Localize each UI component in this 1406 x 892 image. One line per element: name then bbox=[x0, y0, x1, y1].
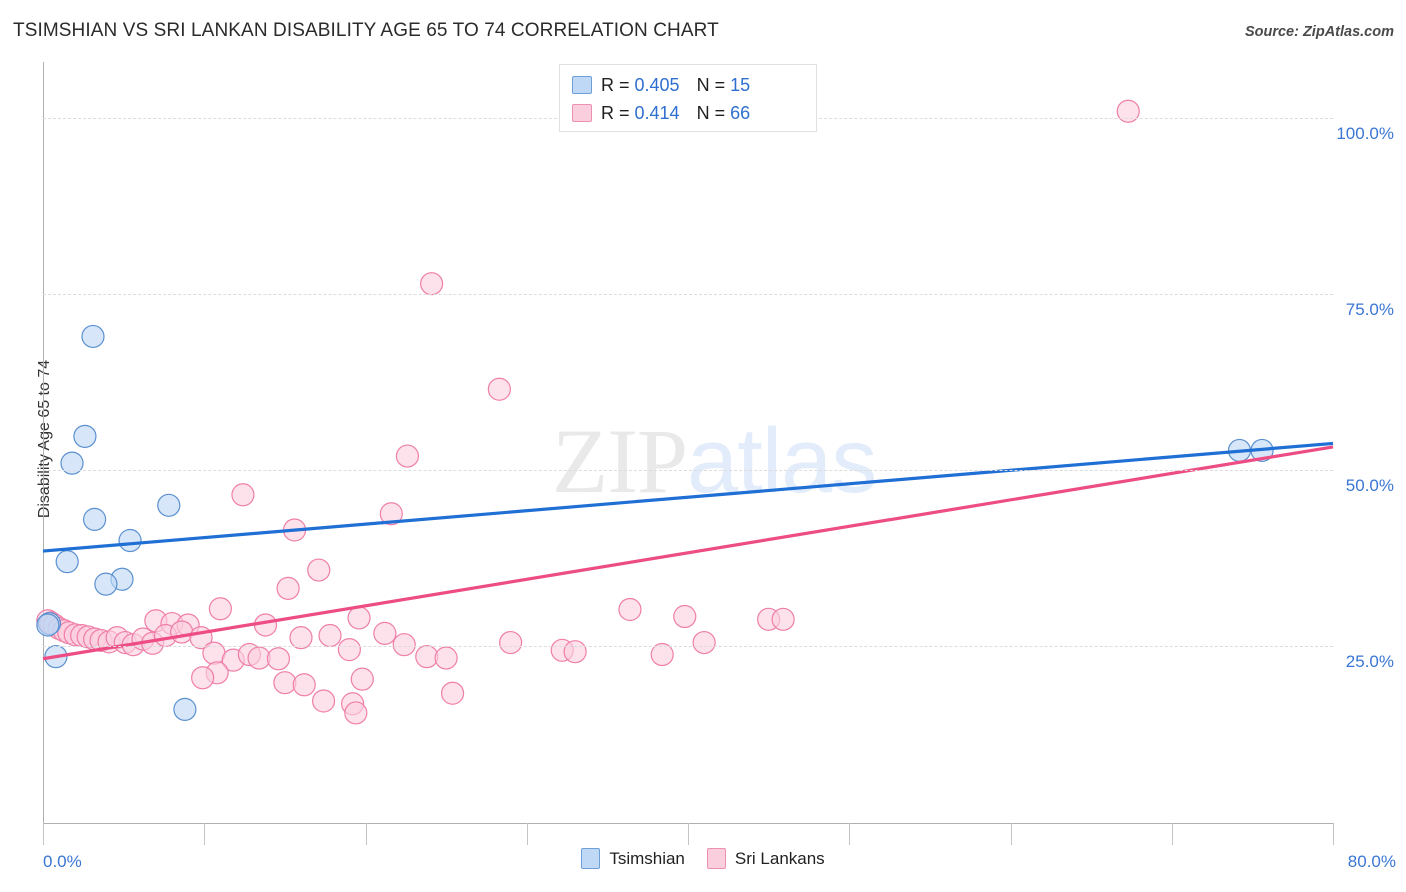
data-point[interactable] bbox=[247, 646, 271, 670]
stat-row-tsimshian: R = 0.405 N = 15 bbox=[572, 71, 806, 99]
data-point[interactable] bbox=[650, 642, 674, 667]
legend-swatch-sri-lankans bbox=[572, 104, 592, 122]
n-label-sri-lankans: N = bbox=[696, 102, 726, 123]
data-point[interactable] bbox=[350, 667, 374, 691]
r-label-sri-lankans: R = bbox=[601, 102, 630, 123]
data-point[interactable] bbox=[499, 630, 523, 655]
n-value-tsimshian: 15 bbox=[730, 74, 751, 95]
data-point[interactable] bbox=[273, 671, 297, 695]
data-point[interactable] bbox=[337, 637, 361, 662]
data-point[interactable] bbox=[157, 493, 181, 517]
x-tick-4 bbox=[688, 823, 689, 845]
data-point[interactable] bbox=[771, 607, 795, 631]
data-point[interactable] bbox=[73, 424, 97, 448]
x-axis-min-label: 0.0% bbox=[43, 852, 82, 871]
legend-label-sri-lankans: Sri Lankans bbox=[734, 848, 825, 868]
data-point[interactable] bbox=[266, 647, 291, 671]
n-label-tsimshian: N = bbox=[696, 74, 726, 95]
data-point[interactable] bbox=[1116, 99, 1140, 123]
data-point[interactable] bbox=[344, 701, 368, 725]
gridline-75 bbox=[43, 294, 1333, 296]
scatter-canvas bbox=[36, 99, 1334, 725]
data-point[interactable] bbox=[692, 630, 716, 655]
data-point[interactable] bbox=[173, 697, 197, 722]
y-axis-line bbox=[43, 62, 44, 824]
data-point[interactable] bbox=[487, 377, 511, 401]
data-point[interactable] bbox=[373, 621, 397, 646]
x-tick-5 bbox=[849, 823, 851, 845]
data-point[interactable] bbox=[379, 502, 403, 526]
data-point[interactable] bbox=[55, 550, 79, 574]
data-point[interactable] bbox=[170, 620, 194, 644]
x-axis-max-label: 80.0% bbox=[1347, 852, 1396, 871]
data-point[interactable] bbox=[208, 597, 232, 621]
data-point[interactable] bbox=[292, 673, 316, 697]
gridline-25 bbox=[43, 646, 1333, 648]
data-point[interactable] bbox=[318, 623, 342, 648]
x-tick-0 bbox=[43, 823, 44, 845]
data-point[interactable] bbox=[415, 645, 439, 669]
legend-label-tsimshian: Tsimshian bbox=[609, 848, 685, 868]
legend-swatch-tsimshian bbox=[572, 76, 592, 94]
x-tick-3 bbox=[526, 823, 528, 845]
y-tick-label-50: 50.0% bbox=[1345, 476, 1394, 496]
data-point[interactable] bbox=[191, 666, 215, 690]
r-value-sri-lankans: 0.414 bbox=[634, 102, 680, 123]
correlation-stats-legend: R = 0.405 N = 15 R = 0.414 N = 66 bbox=[559, 64, 817, 132]
series-legend: Tsimshian Sri Lankans bbox=[0, 848, 1406, 869]
source-attribution: Source: ZipAtlas.com bbox=[1244, 24, 1394, 40]
r-label-tsimshian: R = bbox=[601, 74, 630, 95]
data-point[interactable] bbox=[94, 572, 118, 596]
x-tick-7 bbox=[1171, 823, 1173, 845]
gridline-50 bbox=[43, 470, 1333, 472]
y-tick-label-75: 75.0% bbox=[1345, 300, 1394, 320]
x-tick-2 bbox=[365, 823, 367, 845]
data-point[interactable] bbox=[307, 558, 331, 582]
x-tick-1 bbox=[204, 823, 206, 845]
page-title: TSIMSHIAN VS SRI LANKAN DISABILITY AGE 6… bbox=[13, 20, 719, 41]
x-tick-8 bbox=[1333, 823, 1334, 845]
data-point[interactable] bbox=[347, 606, 371, 630]
data-point[interactable] bbox=[563, 640, 587, 664]
legend-color-tsimshian bbox=[581, 848, 601, 869]
data-point[interactable] bbox=[276, 576, 300, 600]
data-point[interactable] bbox=[395, 444, 420, 468]
data-point[interactable] bbox=[82, 507, 107, 532]
y-tick-label-100: 100.0% bbox=[1336, 124, 1394, 144]
data-point[interactable] bbox=[231, 483, 255, 507]
data-point[interactable] bbox=[60, 451, 84, 475]
n-value-sri-lankans: 66 bbox=[730, 102, 751, 123]
scatter-group-sri-lankans bbox=[36, 99, 1140, 725]
data-point[interactable] bbox=[289, 626, 313, 650]
stat-row-sri-lankans: R = 0.414 N = 66 bbox=[572, 99, 806, 127]
y-tick-label-25: 25.0% bbox=[1345, 652, 1394, 672]
trendline-tsimshian bbox=[42, 441, 1334, 553]
legend-item-sri-lankans[interactable]: Sri Lankans bbox=[706, 848, 825, 869]
x-tick-6 bbox=[1010, 823, 1012, 845]
data-point[interactable] bbox=[434, 646, 458, 670]
data-point[interactable] bbox=[420, 272, 444, 296]
trendline-sri-lankans bbox=[42, 445, 1334, 661]
data-point[interactable] bbox=[81, 324, 105, 349]
data-point[interactable] bbox=[311, 689, 336, 713]
legend-item-tsimshian[interactable]: Tsimshian bbox=[581, 848, 685, 869]
legend-color-sri-lankans bbox=[706, 848, 726, 869]
plot-area bbox=[36, 62, 1334, 822]
data-point[interactable] bbox=[36, 613, 60, 637]
scatter-group-tsimshian bbox=[36, 324, 1274, 722]
data-point[interactable] bbox=[118, 528, 142, 553]
data-point[interactable] bbox=[392, 633, 416, 657]
data-point[interactable] bbox=[673, 604, 697, 629]
data-point[interactable] bbox=[440, 681, 465, 705]
r-value-tsimshian: 0.405 bbox=[634, 74, 680, 95]
data-point[interactable] bbox=[618, 597, 642, 622]
